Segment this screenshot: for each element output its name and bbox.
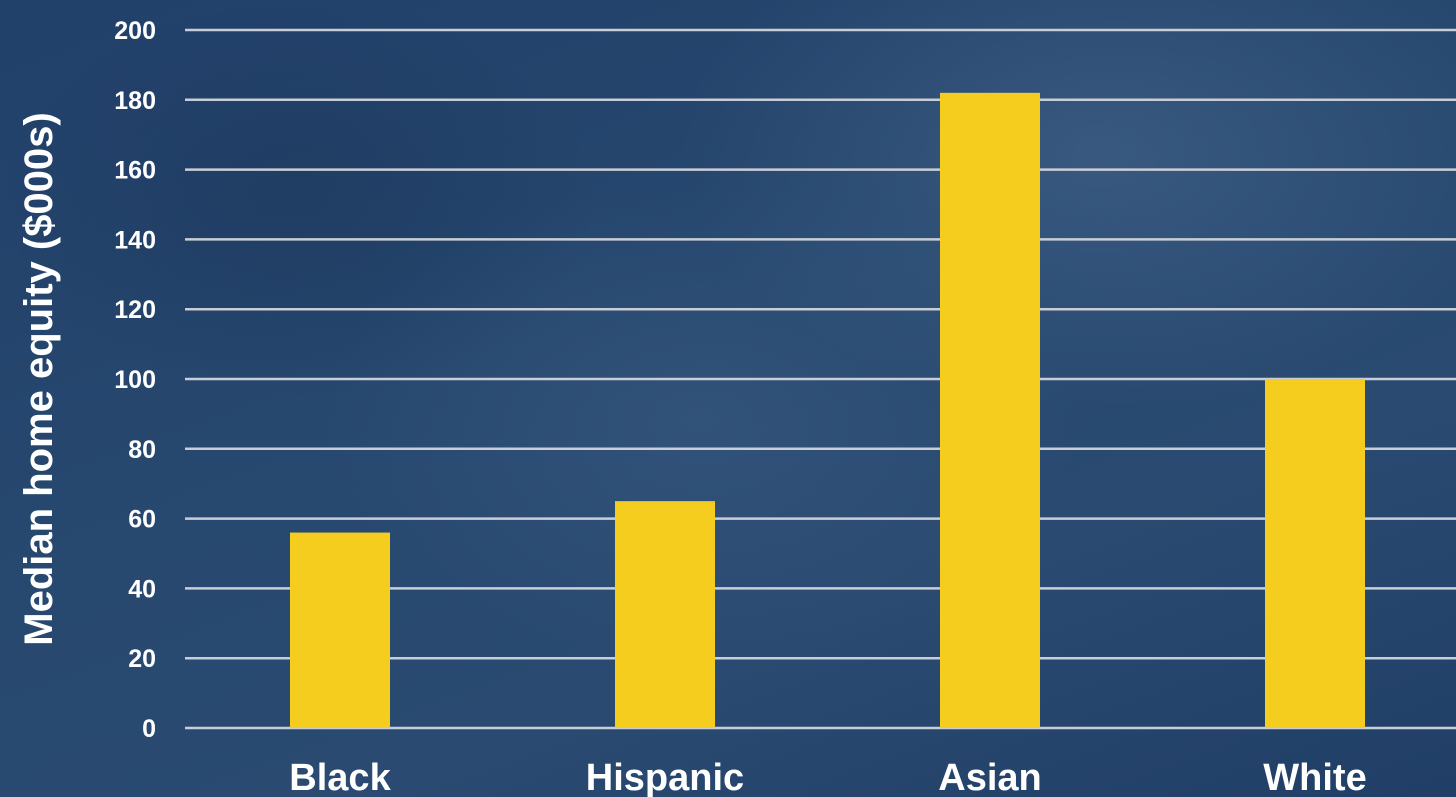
y-axis-tick-labels: 0 20 40 60 80 100 120 140 160 180 200 [114, 17, 156, 743]
y-tick-label: 200 [114, 17, 156, 45]
x-axis-category-labels: Black Hispanic Asian White [289, 757, 1366, 797]
y-tick-label: 20 [128, 645, 156, 673]
bar-white [1265, 379, 1365, 728]
category-label-black: Black [289, 757, 391, 797]
y-tick-label: 160 [114, 157, 156, 185]
y-tick-label: 120 [114, 296, 156, 324]
category-label-white: White [1263, 757, 1366, 797]
y-tick-label: 60 [128, 506, 156, 534]
y-tick-label: 0 [142, 715, 156, 743]
bar-black [290, 532, 390, 728]
category-label-asian: Asian [938, 757, 1041, 797]
gridlines [185, 28, 1456, 730]
y-tick-label: 80 [128, 436, 156, 464]
y-tick-label: 100 [114, 366, 156, 394]
y-tick-label: 180 [114, 87, 156, 115]
y-axis-title: Median home equity ($000s) [17, 112, 61, 645]
bar-hispanic [615, 501, 715, 728]
bar-asian [940, 92, 1040, 728]
category-label-hispanic: Hispanic [586, 757, 744, 797]
y-tick-label: 140 [114, 226, 156, 254]
y-tick-label: 40 [128, 575, 156, 603]
bars [290, 92, 1365, 728]
